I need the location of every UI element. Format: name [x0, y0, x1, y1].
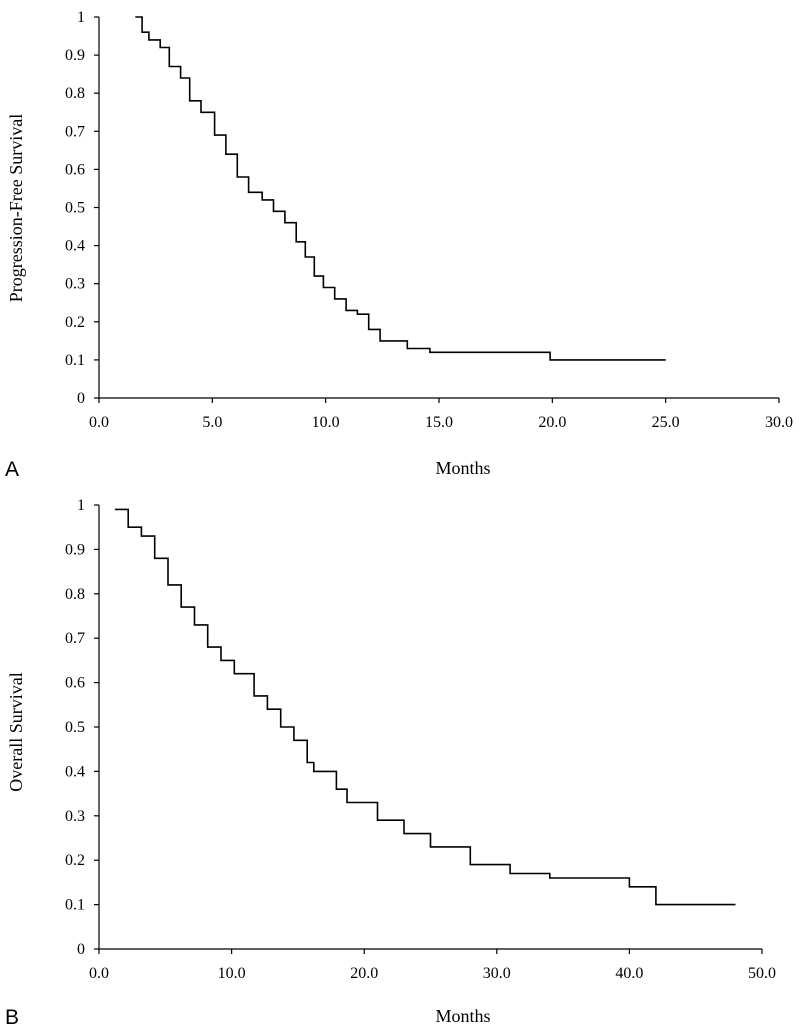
panel-b-y-tick-label: 1 — [77, 497, 85, 514]
panel-a-chart: Progression-Free Survival Months A 0 0.1 0… — [5, 9, 793, 481]
panel-b-y-tick-label: 0.6 — [65, 675, 85, 692]
panel-b-y-tick-label: 0.7 — [65, 630, 85, 647]
panel-a-ylabel: Progression-Free Survival — [6, 114, 26, 302]
panel-b-y-tick-label: 0.8 — [65, 586, 85, 603]
panel-a-y-tick-label: 0.2 — [65, 314, 85, 331]
panel-a-x-tick-label: 20.0 — [538, 414, 566, 431]
panel-b-y-tick-label: 0.1 — [65, 897, 85, 914]
panel-b-x-tick-label: 30.0 — [483, 965, 511, 982]
panel-a-x-tick-label: 25.0 — [652, 414, 680, 431]
panel-b-y-tick-label: 0.2 — [65, 852, 85, 869]
panel-a-x-tick-label: 15.0 — [425, 414, 453, 431]
panel-a-y-tick-label: 0.4 — [65, 238, 85, 255]
panel-b-y-tick-label: 0.3 — [65, 808, 85, 825]
panel-a-y-tick-label: 0.9 — [65, 47, 85, 64]
panel-a-y-tick-label: 0.1 — [65, 352, 85, 369]
panel-b-ylabel: Overall Survival — [6, 672, 26, 791]
panel-b-x-tick-label: 10.0 — [218, 965, 246, 982]
panel-a-x-tick-label: 0.0 — [89, 414, 109, 431]
panel-b-label: B — [5, 1006, 19, 1029]
panel-a-x-tick-label: 5.0 — [202, 414, 222, 431]
panel-b-x-tick-label: 0.0 — [89, 965, 109, 982]
panel-a-x-tick-label: 30.0 — [765, 414, 793, 431]
panel-b-y-tick-label: 0.4 — [65, 763, 85, 780]
panel-a-x-tick-label: 10.0 — [312, 414, 340, 431]
panel-a-y-tick-label: 0.3 — [65, 276, 85, 293]
panel-a-y-tick-label: 0.5 — [65, 200, 85, 217]
panel-b-x-tick-label: 40.0 — [615, 965, 643, 982]
panel-a-y-tick-label: 1 — [77, 9, 85, 26]
panel-b-x-tick-label: 50.0 — [748, 965, 776, 982]
panel-b-y-tick-label: 0.9 — [65, 541, 85, 558]
panel-a-y-tick-label: 0.8 — [65, 85, 85, 102]
panel-b-x-tick-label: 20.0 — [350, 965, 378, 982]
panel-a-label: A — [5, 458, 19, 481]
panel-b-y-tick-label: 0.5 — [65, 719, 85, 736]
panel-a-survival-curve — [135, 16, 666, 361]
panel-a-y-tick-label: 0.7 — [65, 123, 85, 140]
panel-b-chart: Overall Survival Months B 0 0.1 0.2 0.3 0.4 0… — [5, 497, 776, 1029]
panel-b-xlabel: Months — [435, 1006, 490, 1026]
panel-b-survival-curve — [114, 508, 736, 906]
panel-b-y-tick-label: 0 — [77, 941, 85, 958]
panel-a-y-tick-label: 0.6 — [65, 161, 85, 178]
panel-a-y-tick-label: 0 — [77, 390, 85, 407]
panel-a-xlabel: Months — [435, 458, 490, 478]
